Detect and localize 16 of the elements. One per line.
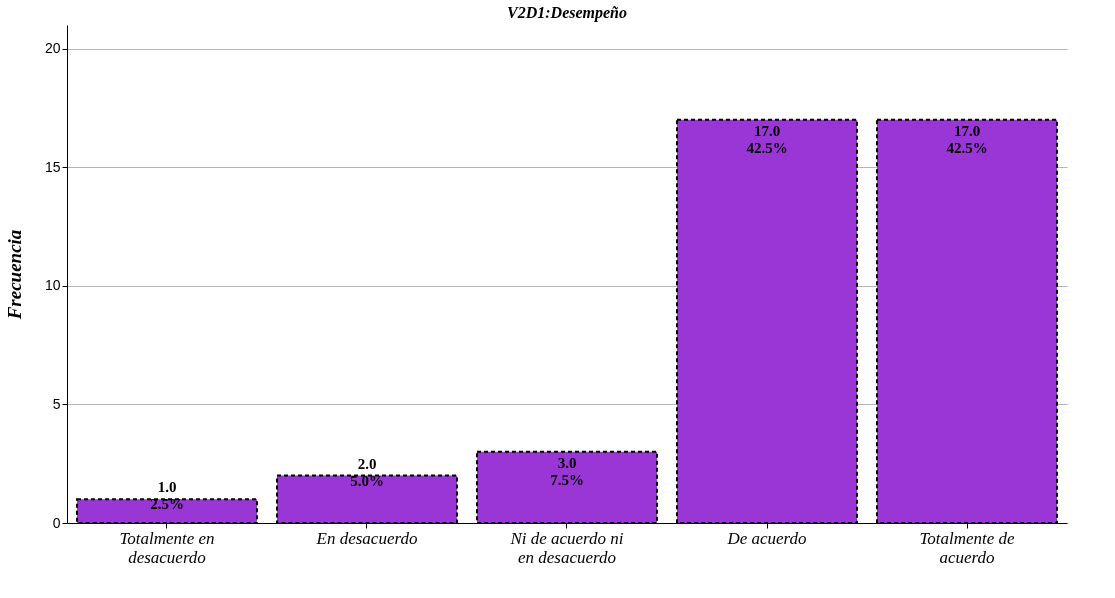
data-label: 3.0 7.5% — [550, 454, 584, 488]
x-tick-label: En desacuerdo — [315, 528, 418, 548]
y-tick-label: 5 — [52, 395, 61, 412]
data-label: 17.0 42.5% — [946, 122, 988, 156]
y-tick-label: 15 — [44, 158, 61, 175]
x-tick-label: Totalmente de acuerdo — [919, 528, 1016, 567]
y-tick-label: 10 — [44, 277, 61, 294]
x-tick-label: De acuerdo — [726, 528, 807, 548]
y-tick-label: 0 — [52, 514, 61, 531]
x-tick-label: Ni de acuerdo ni en desacuerdo — [509, 528, 624, 567]
x-tick-label: Totalmente en desacuerdo — [119, 528, 215, 567]
y-axis-title: Frecuencia — [3, 229, 25, 321]
y-tick-label: 20 — [44, 40, 61, 57]
data-label: 2.0 5.0% — [350, 455, 384, 489]
chart-title: V2D1:Desempeño — [507, 4, 627, 22]
data-label: 17.0 42.5% — [746, 122, 788, 156]
